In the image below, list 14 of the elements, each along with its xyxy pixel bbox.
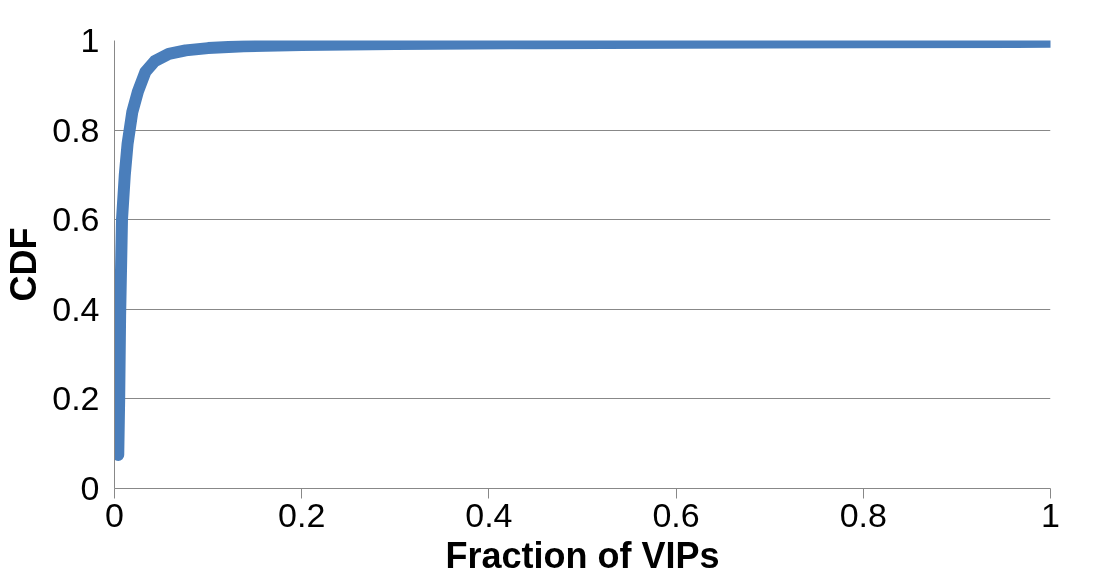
x-tick-label: 1 (1041, 495, 1060, 534)
x-tick-label: 0.6 (652, 495, 700, 534)
x-axis-title: Fraction of VIPs (445, 534, 720, 576)
y-tick-label: 1 (80, 21, 100, 59)
y-tick-label: 0.8 (52, 110, 100, 149)
x-tick-label: 0.4 (465, 495, 513, 534)
y-axis-title: CDF (3, 227, 45, 302)
y-tick-label: 0.6 (52, 200, 100, 239)
x-tick-label: 0.8 (839, 495, 887, 534)
x-tick-label: 0.2 (278, 495, 326, 534)
y-tick-label: 0 (80, 469, 100, 507)
x-tick-label: 0 (105, 495, 124, 534)
y-tick-label: 0.2 (52, 379, 100, 418)
y-tick-label: 0.4 (52, 289, 100, 328)
